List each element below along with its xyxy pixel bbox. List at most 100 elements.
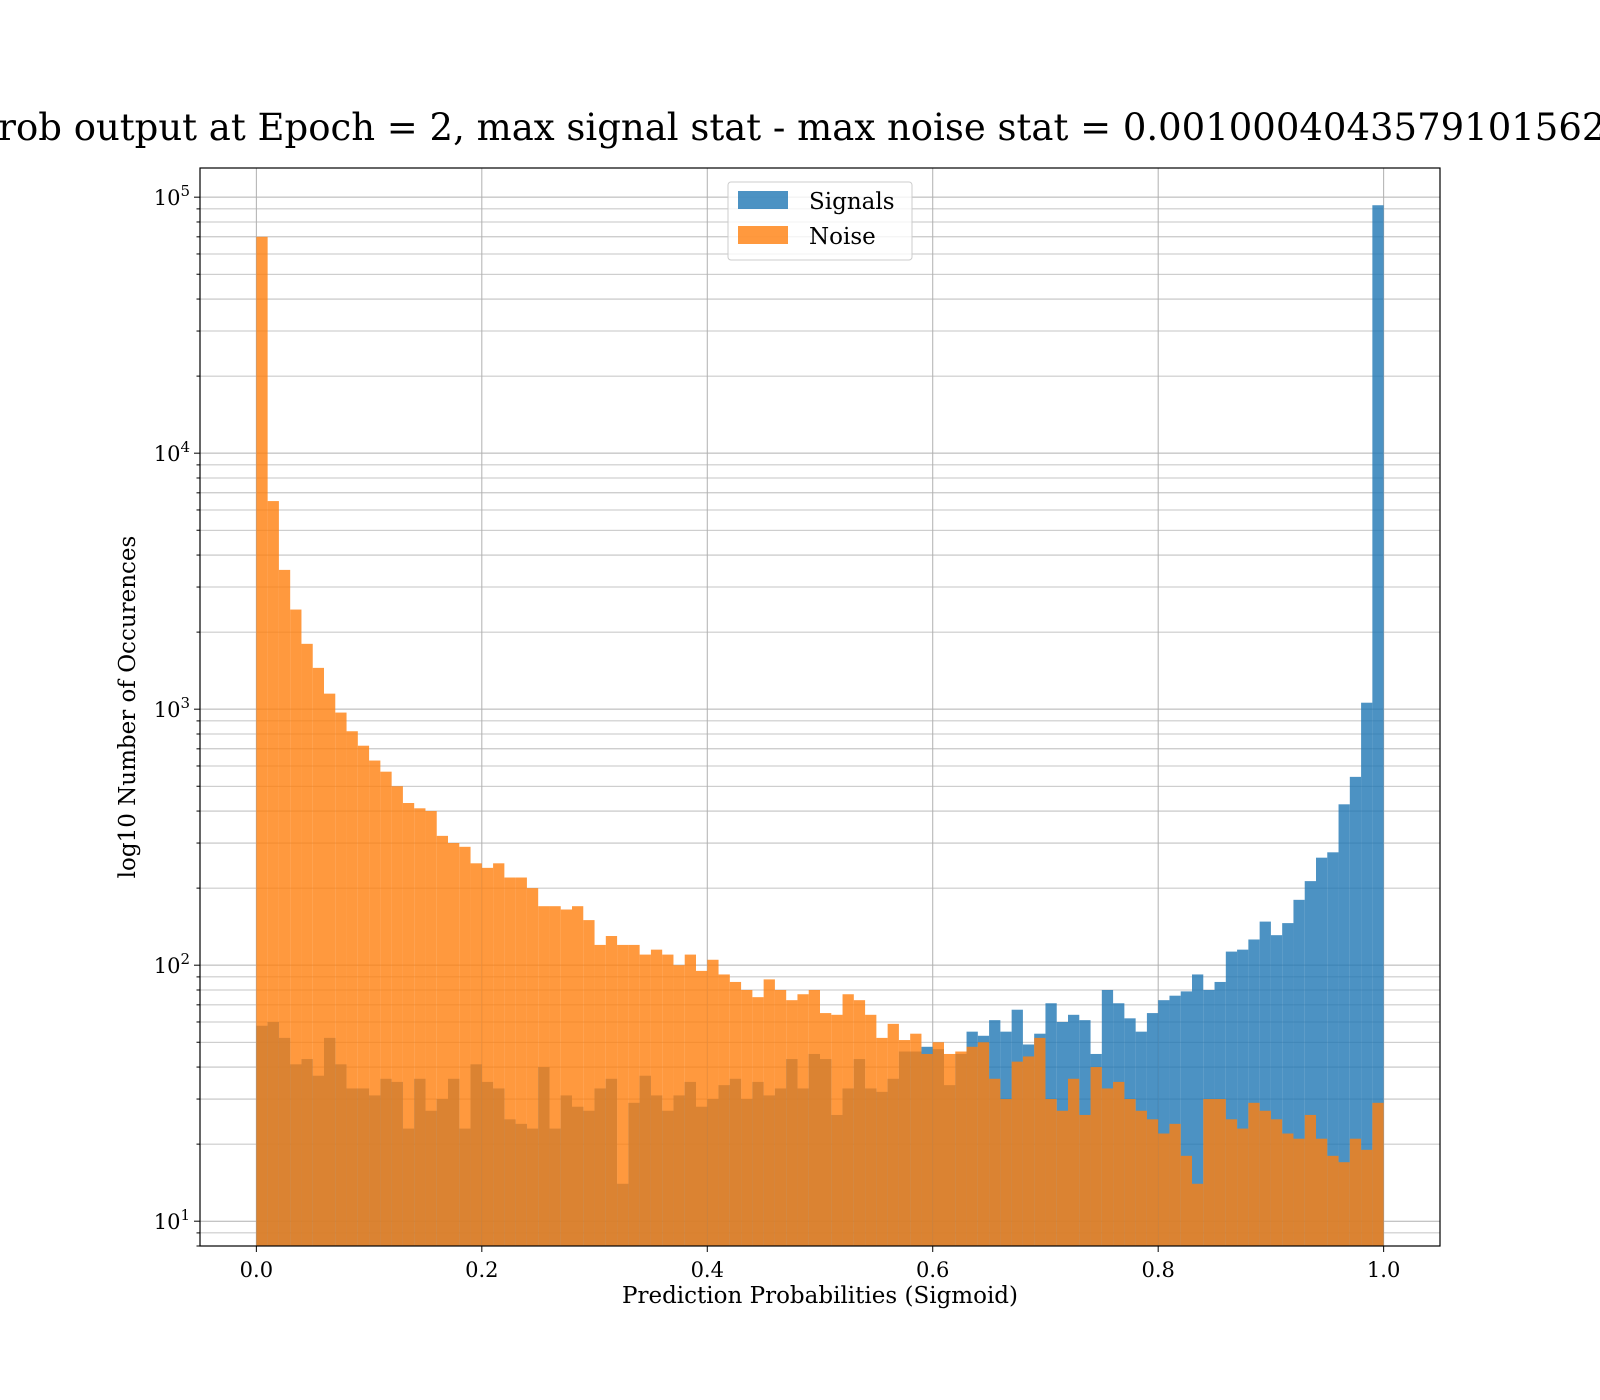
noise-bar — [808, 989, 820, 1246]
noise-bar — [1338, 1162, 1350, 1246]
noise-bar — [741, 989, 753, 1246]
noise-bar — [324, 693, 336, 1246]
noise-bar — [1022, 1056, 1035, 1246]
y-tick-label: 101 — [154, 1206, 190, 1234]
signals-bar — [1169, 995, 1181, 1246]
signals-bar — [1349, 776, 1362, 1246]
x-axis-label: Prediction Probabilities (Sigmoid) — [622, 1283, 1018, 1309]
x-tick-label: 0.4 — [691, 1258, 724, 1282]
noise-bar — [684, 954, 696, 1246]
noise-bar — [481, 867, 494, 1246]
noise-bar — [1045, 1099, 1057, 1246]
noise-bar — [290, 609, 302, 1246]
signals-bar — [1372, 205, 1384, 1246]
noise-bar — [1101, 1088, 1114, 1246]
noise-bar — [1270, 1119, 1283, 1246]
noise-bar — [1372, 1102, 1384, 1246]
noise-bars — [256, 236, 1384, 1247]
noise-bar — [898, 1040, 911, 1246]
signals-bar — [1304, 881, 1316, 1246]
y-tick-label: 103 — [154, 694, 190, 722]
noise-bar — [763, 979, 775, 1246]
noise-bar — [391, 786, 403, 1246]
noise-bar — [1158, 1133, 1170, 1246]
x-tick-label: 0.2 — [465, 1258, 498, 1282]
noise-bar — [1349, 1138, 1362, 1246]
noise-bar — [966, 1046, 978, 1246]
x-tick-label: 0.6 — [916, 1258, 949, 1282]
signals-bar — [1237, 949, 1249, 1246]
noise-bar — [1090, 1067, 1102, 1246]
noise-bar — [459, 846, 471, 1246]
noise-bar — [820, 1013, 832, 1246]
noise-bar — [639, 954, 651, 1246]
noise-bar — [549, 906, 561, 1246]
noise-bar — [526, 888, 539, 1246]
signals-bar — [1293, 899, 1305, 1246]
noise-bar — [335, 712, 347, 1246]
noise-bar — [617, 944, 629, 1246]
noise-bar — [1214, 1099, 1226, 1246]
x-tick-label: 1.0 — [1367, 1258, 1400, 1282]
noise-bar — [470, 863, 482, 1246]
noise-bar — [605, 936, 618, 1246]
noise-bar — [278, 569, 291, 1246]
x-tick-label: 0.8 — [1141, 1258, 1174, 1282]
noise-bar — [504, 877, 516, 1246]
signals-bar — [1180, 991, 1192, 1246]
legend-label-signals: Signals — [809, 189, 895, 215]
noise-bar — [1180, 1155, 1192, 1246]
noise-bar — [515, 877, 527, 1246]
noise-bar — [493, 863, 505, 1246]
signals-bar — [1316, 857, 1328, 1246]
noise-bar — [662, 954, 674, 1246]
signals-bar — [1192, 974, 1204, 1246]
noise-bar — [977, 1042, 990, 1246]
plot-frame — [199, 167, 1441, 1247]
noise-bar — [729, 981, 742, 1246]
noise-bar — [380, 771, 392, 1246]
signals-bar — [1225, 951, 1238, 1246]
noise-bar — [425, 811, 437, 1246]
noise-bar — [414, 808, 426, 1246]
noise-bar — [1225, 1119, 1238, 1246]
noise-bar — [402, 803, 415, 1246]
noise-bar — [673, 965, 685, 1246]
noise-bar — [876, 1037, 888, 1246]
noise-bar — [842, 994, 854, 1246]
noise-bar — [560, 909, 572, 1246]
noise-bar — [256, 236, 268, 1246]
noise-bar — [1124, 1099, 1136, 1246]
noise-bar — [357, 745, 370, 1246]
noise-bar — [1079, 1114, 1091, 1246]
signals-bar — [1361, 702, 1373, 1246]
noise-bar — [887, 1023, 899, 1246]
noise-bar — [572, 906, 584, 1246]
noise-bar — [1203, 1099, 1215, 1246]
noise-bar — [707, 959, 719, 1246]
noise-bar — [594, 944, 606, 1246]
noise-bar — [1056, 1110, 1068, 1246]
noise-bar — [865, 1014, 877, 1246]
noise-bar — [1146, 1119, 1159, 1246]
noise-bar — [696, 970, 708, 1246]
noise-bar — [989, 1078, 1001, 1246]
signals-bar — [1248, 939, 1260, 1246]
noise-bar — [346, 731, 358, 1246]
noise-bar — [786, 1000, 798, 1246]
noise-bar — [1361, 1149, 1373, 1246]
y-tick-label: 102 — [154, 950, 190, 978]
legend-swatch-signals — [738, 191, 788, 209]
noise-bar — [1068, 1078, 1080, 1246]
axis-ticks: 0.0 0.2 0.4 0.6 0.8 1.0 101 102 103 104 105 — [154, 182, 1401, 1282]
noise-bar — [752, 997, 764, 1246]
signals-bar — [1282, 923, 1294, 1246]
noise-bar — [921, 1053, 933, 1246]
noise-bar — [1259, 1110, 1271, 1246]
noise-bar — [944, 1053, 956, 1246]
noise-bar — [1113, 1081, 1125, 1246]
noise-bar — [853, 1000, 866, 1246]
noise-bar — [369, 760, 381, 1246]
signals-bar — [1327, 852, 1339, 1246]
x-tick-label: 0.0 — [240, 1258, 273, 1282]
